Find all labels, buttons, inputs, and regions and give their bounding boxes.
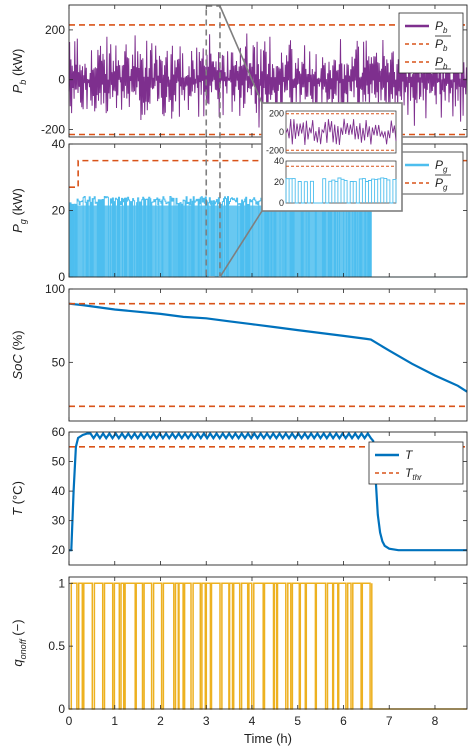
y-axis-label-symbol: P (10, 84, 25, 93)
y-tick-label: 60 (52, 425, 66, 439)
x-axis-label: Time (h) (244, 731, 292, 746)
legend-label: Pb (435, 19, 448, 35)
y-axis-label-subscript: b (18, 80, 28, 85)
y-axis-label-unit: (kW) (10, 188, 25, 219)
inset-y-tick-label: 40 (274, 156, 284, 166)
inset-y-tick-label: 200 (269, 109, 284, 119)
legend-subscript: g (443, 183, 448, 192)
y-axis-label-symbol: P (10, 224, 25, 233)
legend-subscript: b (443, 26, 448, 35)
inset-y-tick-label: -200 (266, 145, 284, 155)
zoom-indicator (205, 5, 263, 278)
legend-box (368, 441, 464, 485)
legend-subscript: b (443, 62, 448, 71)
legend-symbol: P (435, 158, 443, 172)
y-axis-label-unit: (kW) (10, 49, 25, 80)
legend-box (398, 151, 464, 195)
y-tick-label: 40 (52, 137, 66, 151)
legend-symbol: P (435, 176, 443, 190)
x-tick-label: 4 (249, 714, 256, 728)
y-axis-label: SoC (%) (10, 330, 25, 379)
inset-y-tick-label: 20 (274, 177, 284, 187)
series-soc (68, 302, 468, 393)
y-axis-label-unit: (%) (10, 330, 25, 354)
y-axis-label: Pg (kW) (10, 188, 28, 233)
y-tick-label: 100 (45, 282, 65, 296)
legend-symbol: T (405, 448, 414, 462)
y-axis-label: T (°C) (10, 481, 25, 516)
inset-panel-inset_Pb: 200 0 -200 (266, 109, 397, 155)
y-axis-label: qonoff (−) (10, 619, 28, 666)
y-axis-label: Pb (kW) (10, 49, 28, 94)
y-tick-label: 20 (52, 204, 66, 218)
x-tick-label: 0 (66, 714, 73, 728)
x-tick-label: 6 (340, 714, 347, 728)
y-axis-label-subscript: onoff (18, 638, 28, 660)
plot-frame (68, 288, 468, 422)
y-tick-label: 40 (52, 484, 66, 498)
inset-y-tick-label: 0 (279, 198, 284, 208)
plot-area (69, 577, 467, 709)
y-axis-label-unit: (−) (10, 619, 25, 639)
x-tick-label: 3 (203, 714, 210, 728)
y-tick-label: 200 (45, 23, 65, 37)
legend-subscript: b (443, 44, 448, 53)
x-tick-label: 1 (111, 714, 118, 728)
zoom-region (205, 5, 221, 278)
inset-series-pb (285, 118, 397, 146)
x-tick-label: 2 (157, 714, 164, 728)
x-tick-label: 7 (386, 714, 393, 728)
legend-subscript: g (443, 165, 448, 174)
legend-label: Pb (435, 55, 448, 71)
legend-label: T (405, 448, 414, 462)
series-t (68, 431, 467, 552)
legend-label: Pg (435, 176, 448, 192)
y-tick-label: 1 (58, 576, 65, 590)
legend-label: Pg (435, 158, 448, 174)
inset-y-tick-label: 0 (279, 127, 284, 137)
y-axis-label-subscript: g (18, 219, 28, 224)
plot-area (69, 289, 467, 421)
y-tick-label: 50 (52, 355, 66, 369)
legend-symbol: P (435, 55, 443, 69)
zoom-connector-bottom (219, 210, 263, 278)
y-axis-label-symbol: T (10, 507, 25, 516)
zoom-connector-top (219, 5, 263, 104)
y-axis-label-symbol: SoC (10, 354, 25, 380)
y-tick-label: 20 (52, 543, 66, 557)
y-tick-label: 0 (58, 73, 65, 87)
y-axis-label-symbol: q (10, 659, 25, 667)
chart-panel-q: 1 0.5 0 qonoff (−) (10, 576, 468, 716)
y-tick-label: 50 (52, 455, 66, 469)
plot-frame (68, 576, 468, 710)
y-tick-label: 0.5 (48, 639, 65, 653)
legend-subscript: thr (412, 473, 422, 482)
inset-panel-inset_Pg: 40 20 0 (274, 156, 397, 208)
x-tick-label: 8 (432, 714, 439, 728)
legend-symbol: P (435, 19, 443, 33)
legend-label: Tthr (405, 466, 422, 482)
legend-symbol: P (435, 37, 443, 51)
y-tick-label: 0 (58, 702, 65, 716)
x-tick-label: 5 (294, 714, 301, 728)
shared-x-axis: 0 1 2 3 4 5 6 7 8 (66, 714, 439, 728)
chart-panel-SoC: 100 50 SoC (%) (10, 282, 468, 422)
y-tick-label: 0 (58, 270, 65, 284)
legend-symbol: T (405, 466, 414, 480)
inset-series-pg (285, 177, 397, 204)
legend-label: Pb (435, 37, 448, 53)
plot-frame (68, 431, 468, 566)
y-tick-label: -200 (41, 123, 65, 137)
y-axis-label-unit: (°C) (10, 481, 25, 508)
series-pg-fill (71, 205, 372, 277)
y-tick-label: 30 (52, 514, 66, 528)
legend-box (398, 12, 464, 74)
